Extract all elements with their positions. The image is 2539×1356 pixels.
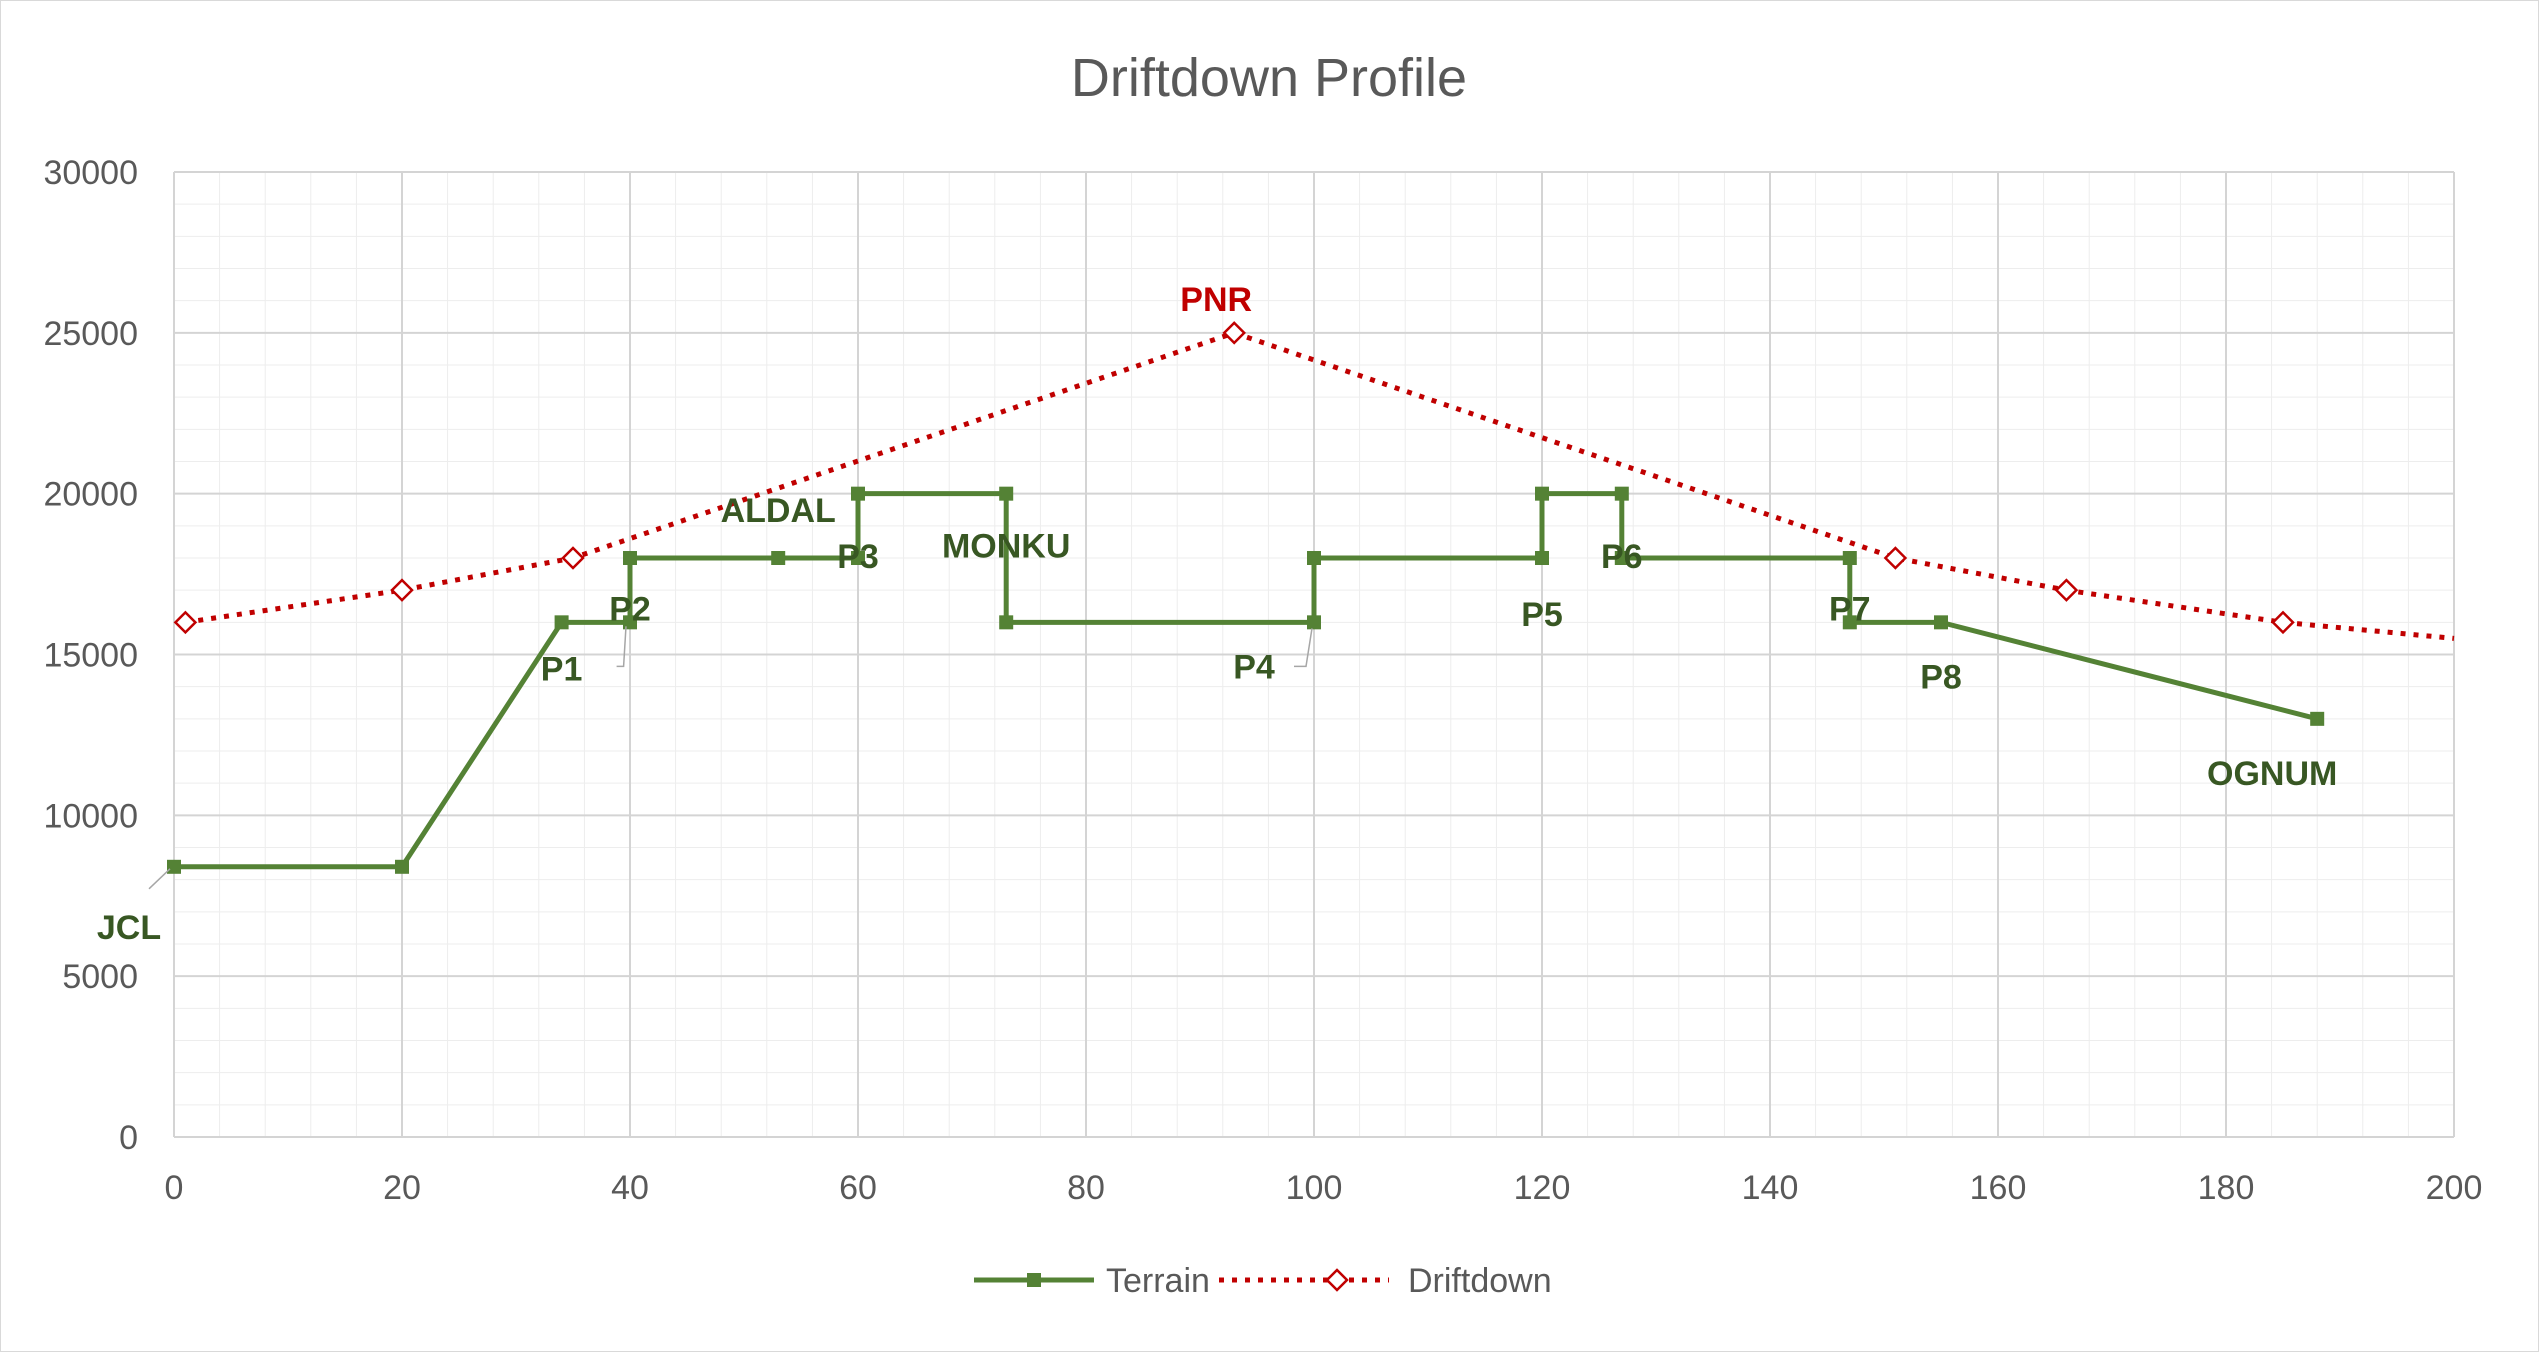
y-tick-label: 0 [119,1119,138,1157]
legend-driftdown-label: Driftdown [1408,1262,1552,1300]
x-tick-label: 120 [1514,1169,1571,1207]
x-tick-label: 140 [1742,1169,1799,1207]
legend: Terrain Driftdown [974,1262,1552,1300]
point-label: P5 [1521,596,1563,634]
point-label: P8 [1920,658,1962,696]
terrain-point [1307,615,1321,630]
major-gridlines [173,171,2455,1138]
driftdown-point [2271,610,2295,635]
driftdown-point [2054,578,2079,602]
point-label: JCL [97,909,161,947]
terrain-point [1535,486,1549,501]
terrain-point [1842,615,1857,630]
y-tick-label: 15000 [43,637,138,675]
terrain-point [999,615,1014,630]
point-label: P2 [609,590,651,628]
terrain-point [623,551,637,565]
point-label: OGNUM [2207,755,2337,793]
point-label: P3 [837,538,879,576]
p1-leader-line [616,626,627,668]
terrain-point [851,486,865,501]
pnr-label: PNR [1180,281,1252,319]
point-label: P1 [541,650,583,688]
legend-terrain-marker [1027,1273,1041,1287]
jcl-leader-line [148,868,171,890]
driftdown-point [173,610,198,635]
terrain-point [1614,486,1629,501]
terrain-point [1307,551,1321,565]
x-tick-label: 180 [2198,1169,2255,1207]
terrain-point [623,615,637,630]
x-axis-ticks: 0 20 40 60 80 100 120 140 160 180 200 [165,1169,2483,1207]
terrain-line [174,491,2318,870]
x-tick-label: 80 [1067,1169,1105,1207]
driftdown-point [1883,546,1908,570]
x-tick-label: 100 [1286,1169,1343,1207]
y-tick-label: 25000 [43,315,138,353]
terrain-point [771,551,786,565]
y-tick-label: 5000 [62,958,138,996]
point-label: P4 [1233,648,1275,686]
y-axis-ticks: 0 5000 10000 15000 20000 25000 30000 [43,154,138,1157]
x-tick-label: 20 [383,1169,421,1207]
x-tick-label: 60 [839,1169,877,1207]
chart-title: Driftdown Profile [1071,48,1467,108]
p4-leader-line [1294,628,1313,668]
terrain-point [1535,551,1549,565]
point-label: ALDAL [721,492,836,530]
terrain-point [1614,551,1629,565]
driftdown-line [185,330,2455,641]
x-tick-label: 200 [2426,1169,2483,1207]
terrain-point [167,859,181,874]
driftdown-point [1222,321,1246,345]
y-tick-label: 20000 [43,476,138,514]
terrain-point [2310,711,2325,726]
terrain-point [1934,615,1948,630]
x-tick-label: 40 [611,1169,649,1207]
y-tick-label: 30000 [43,154,138,192]
driftdown-point [561,546,585,570]
point-label: P6 [1601,538,1643,576]
driftdown-point [390,578,414,602]
x-tick-label: 0 [165,1169,184,1207]
legend-terrain-label: Terrain [1106,1262,1210,1300]
terrain-point [1842,551,1857,565]
legend-driftdown-marker [1325,1268,1349,1292]
terrain-point [851,551,865,565]
terrain-point [554,615,569,630]
point-label: MONKU [942,528,1070,566]
y-tick-label: 10000 [43,797,138,835]
terrain-point [395,859,409,874]
point-label: P7 [1829,590,1871,628]
series-layer [167,321,2455,874]
terrain-point [999,486,1014,501]
x-tick-label: 160 [1970,1169,2027,1207]
